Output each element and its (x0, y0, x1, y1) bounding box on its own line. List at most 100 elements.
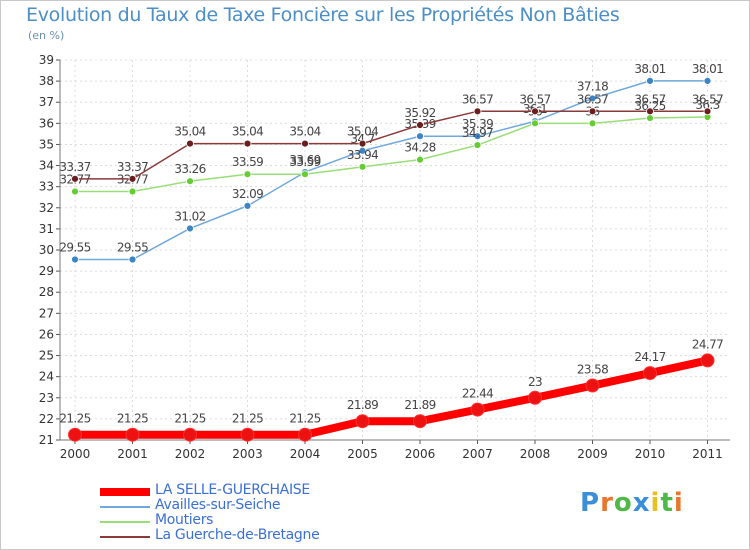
data-label: 36.25 (634, 99, 665, 113)
legend-swatch (100, 536, 150, 538)
data-label: 33.94 (347, 148, 378, 162)
data-point (298, 427, 312, 442)
data-label: 21.25 (117, 412, 148, 426)
data-label: 35.04 (347, 125, 378, 139)
data-point (71, 187, 79, 196)
data-point (646, 77, 654, 85)
data-point (301, 170, 309, 179)
data-point (186, 224, 194, 233)
data-label: 35.04 (174, 125, 205, 139)
data-point (68, 427, 82, 442)
page-title: Evolution du Taux de Taxe Foncière sur l… (26, 4, 620, 26)
data-point (358, 162, 367, 171)
x-tick-label: 2008 (520, 447, 551, 461)
data-label: 24.77 (692, 337, 723, 351)
y-tick-label: 36 (39, 116, 54, 130)
y-tick-label: 37 (39, 95, 54, 109)
data-label: 21.89 (404, 398, 435, 412)
data-label: 34.97 (462, 126, 493, 140)
data-point (703, 107, 712, 116)
data-label: 36.57 (462, 92, 493, 106)
y-tick-label: 38 (39, 74, 54, 88)
y-tick-label: 25 (39, 349, 54, 363)
data-label: 35.04 (289, 125, 320, 139)
x-tick-label: 2011 (692, 447, 723, 461)
data-label: 29.55 (117, 241, 148, 255)
data-label: 32.09 (232, 187, 263, 201)
chart-unit-label: (en %) (28, 29, 65, 42)
y-tick-label: 22 (39, 412, 54, 426)
data-label: 33.59 (289, 155, 320, 169)
data-label: 35.04 (232, 125, 263, 139)
data-point (473, 132, 482, 141)
legend-label: Moutiers (155, 512, 214, 528)
data-point (186, 177, 194, 186)
x-tick-label: 2007 (462, 447, 493, 461)
y-tick-label: 24 (39, 370, 54, 384)
data-point (128, 187, 137, 196)
data-label: 36.57 (692, 92, 723, 106)
data-point (413, 414, 427, 429)
data-point (646, 107, 654, 116)
data-point (358, 139, 367, 148)
data-label: 35.92 (404, 106, 435, 120)
data-label: 31.02 (174, 209, 205, 223)
legend-swatch (100, 488, 150, 496)
proxiti-logo: Proxiti (580, 488, 684, 518)
logo-letter: P (580, 488, 601, 518)
data-label: 37.18 (577, 79, 608, 93)
data-point (125, 427, 140, 442)
data-point (243, 139, 252, 148)
data-point (646, 114, 654, 122)
data-point (243, 201, 252, 210)
data-label: 23 (528, 375, 542, 389)
data-point (416, 132, 424, 141)
data-point (473, 107, 482, 116)
y-tick-label: 29 (39, 264, 54, 278)
data-label: 36.57 (577, 92, 608, 106)
data-label: 21.25 (289, 412, 320, 426)
data-point (643, 366, 657, 381)
y-tick-label: 23 (39, 391, 54, 405)
legend-swatch (100, 521, 150, 523)
x-tick-label: 2001 (117, 447, 148, 461)
data-label: 38.01 (634, 62, 665, 76)
data-point (531, 119, 539, 128)
data-point (71, 255, 79, 264)
data-point (703, 77, 712, 85)
y-tick-label: 26 (39, 327, 54, 341)
data-label: 21.25 (174, 412, 205, 426)
data-point (470, 402, 485, 417)
data-label: 33.37 (59, 160, 90, 174)
data-label: 33.37 (117, 160, 148, 174)
data-point (700, 353, 715, 368)
y-tick-label: 28 (39, 285, 54, 299)
data-label: 22.44 (462, 387, 493, 401)
data-label: 36.57 (634, 92, 665, 106)
legend-label: LA SELLE-GUERCHAISE (155, 482, 310, 498)
series-line-availles-sur-seiche (74, 80, 709, 261)
data-point (531, 107, 539, 116)
data-label: 36.3 (695, 98, 719, 112)
series-line-la-guerche-de-bretagne (74, 110, 709, 180)
y-tick-label: 31 (39, 222, 54, 236)
data-point (585, 378, 600, 393)
data-point (528, 390, 542, 405)
data-label: 35.39 (462, 117, 493, 131)
data-label: 29.55 (59, 241, 90, 255)
x-tick-label: 2005 (347, 447, 378, 461)
x-tick-label: 2003 (232, 447, 263, 461)
x-tick-label: 2000 (60, 447, 91, 461)
series-line-moutiers (74, 116, 709, 193)
data-point (128, 174, 137, 183)
legend-label: Availles-sur-Seiche (155, 497, 281, 513)
data-label: 24.17 (634, 350, 665, 364)
x-tick-label: 2002 (175, 447, 206, 461)
legend-label: La Guerche-de-Bretagne (155, 527, 320, 543)
y-tick-label: 27 (39, 306, 54, 320)
data-point (588, 107, 597, 116)
y-tick-label: 32 (39, 201, 54, 215)
data-point (416, 121, 424, 129)
y-tick-label: 39 (39, 53, 54, 67)
